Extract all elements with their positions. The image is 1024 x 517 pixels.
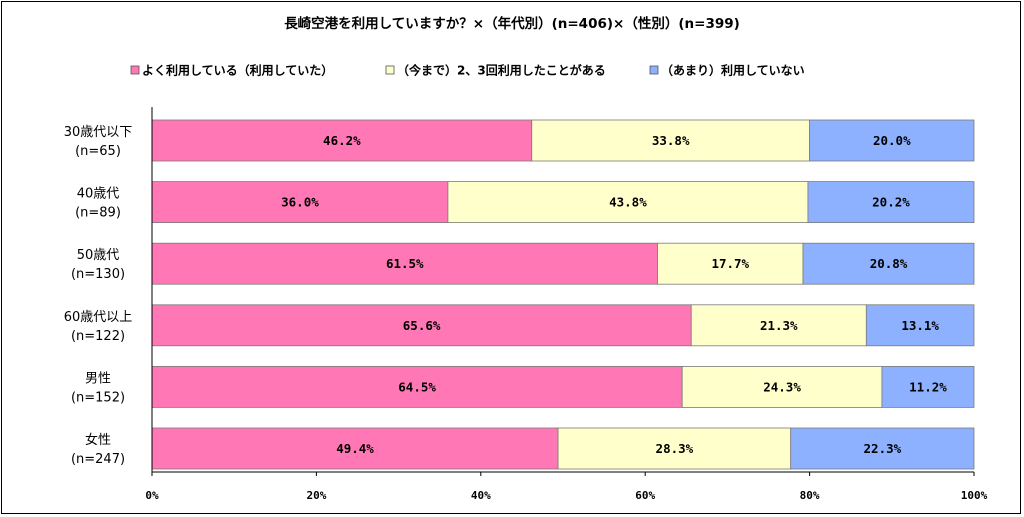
data-label-3-3: 20.8% <box>870 256 908 271</box>
legend-swatch-2 <box>385 65 395 75</box>
bar-2-series-2 <box>447 181 809 224</box>
data-label-2-2: 43.8% <box>609 195 647 210</box>
data-label-4-1: 65.6% <box>403 318 441 333</box>
category-n-3: (n=130) <box>71 267 125 282</box>
bar-4-series-3 <box>865 304 975 347</box>
data-label-1-1: 46.2% <box>323 133 361 148</box>
legend-label-3: （あまり）利用していない <box>661 63 805 78</box>
x-axis: 0% 20% 40% 60% 80% 100% <box>145 107 988 502</box>
data-label-3-1: 61.5% <box>386 256 424 271</box>
data-label-5-2: 24.3% <box>763 379 801 394</box>
bar-5-series-3 <box>881 365 975 408</box>
bar-3-series-3 <box>802 242 975 285</box>
legend: よく利用している（利用していた） （今まで）2、3回利用したことがある （あまり）利… <box>130 63 805 78</box>
bar-2-series-3 <box>807 181 975 224</box>
x-tick-label-2: 20% <box>306 489 326 502</box>
category-label-6: 女性 <box>85 432 111 448</box>
bar-6-series-2 <box>557 427 792 470</box>
data-label-1-3: 20.0% <box>873 133 911 148</box>
bar-5-series-2 <box>681 365 883 408</box>
bars: 46.2% 33.8% 20.0% 36.0% 43.8% 20.2% 61.5% 17.7%… <box>151 119 975 470</box>
data-label-6-3: 22.3% <box>864 441 902 456</box>
data-label-4-3: 13.1% <box>901 318 939 333</box>
legend-label-1: よく利用している（利用していた） <box>142 63 333 78</box>
legend-label-2: （今まで）2、3回利用したことがある <box>397 63 606 78</box>
category-n-6: (n=247) <box>71 452 125 467</box>
legend-swatch-3 <box>649 65 659 75</box>
chart-title: 長崎空港を利用していますか？×（年代別）(n=406)×（性別）(n=399) <box>284 15 740 32</box>
bar-1-series-3 <box>809 119 975 162</box>
category-n-2: (n=89) <box>75 206 121 221</box>
data-label-4-2: 21.3% <box>760 318 798 333</box>
bar-5-series-1 <box>151 365 683 408</box>
category-label-1: 30歳代以下 <box>64 125 133 140</box>
category-n-5: (n=152) <box>71 390 125 405</box>
data-label-1-2: 33.8% <box>652 133 690 148</box>
data-label-2-3: 20.2% <box>872 195 910 210</box>
x-tick-label-1: 0% <box>145 489 159 502</box>
category-n-4: (n=122) <box>71 329 125 344</box>
category-labels: 30歳代以下 (n=65) 40歳代 (n=89) 50歳代 (n=130) 60歳代以上 (… <box>64 125 133 467</box>
data-label-5-1: 64.5% <box>398 379 436 394</box>
category-label-3: 50歳代 <box>77 248 120 263</box>
x-tick-label-6: 100% <box>961 489 988 502</box>
bar-3-series-2 <box>657 242 804 285</box>
x-tick-label-3: 40% <box>471 489 491 502</box>
category-label-4: 60歳代以上 <box>64 310 133 325</box>
bar-6-series-3 <box>790 427 975 470</box>
bar-3-series-1 <box>151 242 658 285</box>
data-label-5-3: 11.2% <box>909 379 947 394</box>
legend-swatch-1 <box>130 65 140 75</box>
bar-2-series-1 <box>151 181 449 224</box>
bar-1-series-1 <box>151 119 533 162</box>
data-label-6-1: 49.4% <box>336 441 374 456</box>
data-label-6-2: 28.3% <box>656 441 694 456</box>
category-n-1: (n=65) <box>75 144 121 159</box>
bar-1-series-2 <box>531 119 810 162</box>
bar-4-series-1 <box>151 304 692 347</box>
data-label-3-2: 17.7% <box>711 256 749 271</box>
x-tick-label-4: 60% <box>635 489 655 502</box>
category-label-2: 40歳代 <box>77 187 120 202</box>
x-tick-label-5: 80% <box>800 489 820 502</box>
data-label-2-1: 36.0% <box>281 195 319 210</box>
category-label-5: 男性 <box>85 371 111 386</box>
